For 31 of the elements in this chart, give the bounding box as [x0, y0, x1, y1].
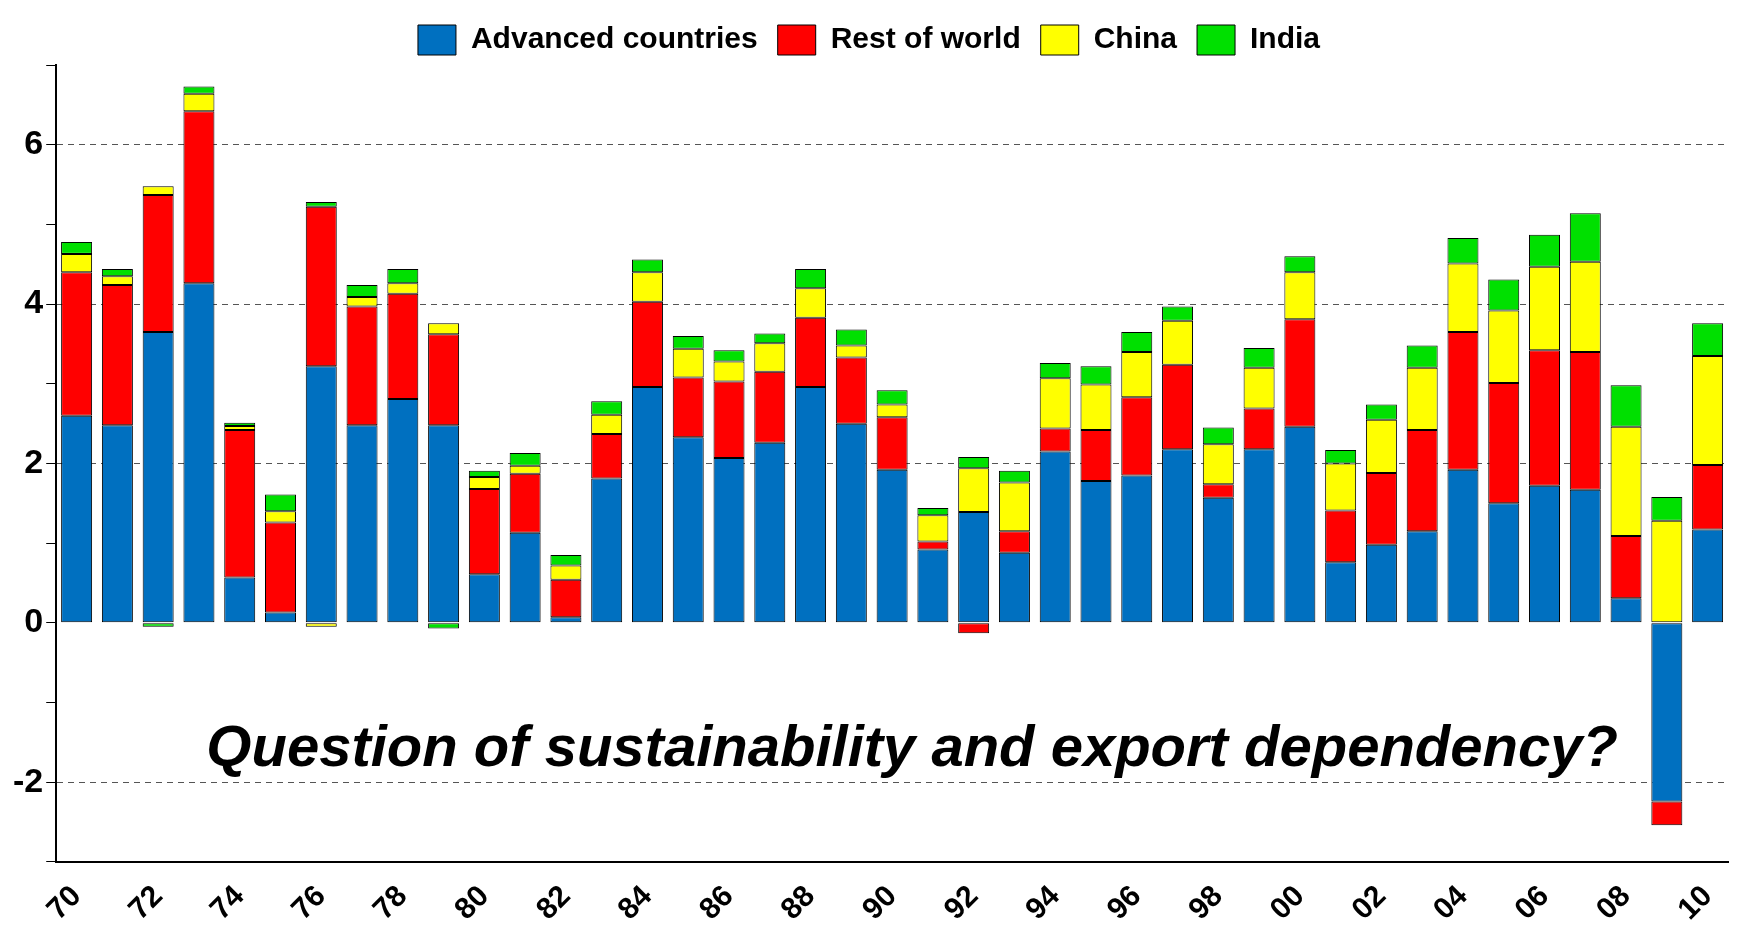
x-tick-label: 88: [773, 878, 821, 926]
legend-label: China: [1093, 21, 1178, 55]
x-tick-label: 92: [936, 878, 984, 926]
x-tick-label: 78: [365, 878, 413, 926]
y-tick-label: 0: [24, 601, 44, 640]
y-tick-label: 2: [24, 441, 44, 480]
x-tick-label: 96: [1099, 878, 1147, 926]
y-tick-label: 6: [24, 123, 44, 162]
x-tick-label: 06: [1507, 878, 1555, 926]
x-tick-label: 10: [1670, 878, 1718, 926]
x-tick-label: 94: [1018, 878, 1066, 926]
x-tick-label: 70: [39, 878, 87, 926]
x-tick-label: 74: [202, 878, 251, 926]
x-tick-label: 90: [855, 878, 903, 926]
y-tick-label: 4: [24, 282, 44, 321]
x-tick-label: 72: [121, 878, 169, 926]
x-tick-label: 00: [1263, 878, 1310, 926]
x-tick-label: 76: [284, 878, 332, 926]
legend-label: India: [1250, 21, 1321, 55]
x-tick-label: 08: [1589, 878, 1637, 926]
x-tick-label: 80: [447, 878, 495, 926]
x-tick-label: 84: [610, 878, 658, 926]
x-tick-label: 04: [1426, 878, 1474, 926]
legend-label: Advanced countries: [470, 21, 758, 55]
x-tick-label: 86: [692, 878, 740, 926]
x-tick-label: 82: [529, 878, 576, 926]
y-tick-label: -2: [13, 760, 44, 799]
legend-label: Rest of world: [830, 21, 1021, 55]
annotation: Question of sustainability and export dependency?: [206, 713, 1618, 779]
x-tick-label: 98: [1181, 878, 1229, 926]
x-tick-label: 02: [1344, 878, 1392, 926]
